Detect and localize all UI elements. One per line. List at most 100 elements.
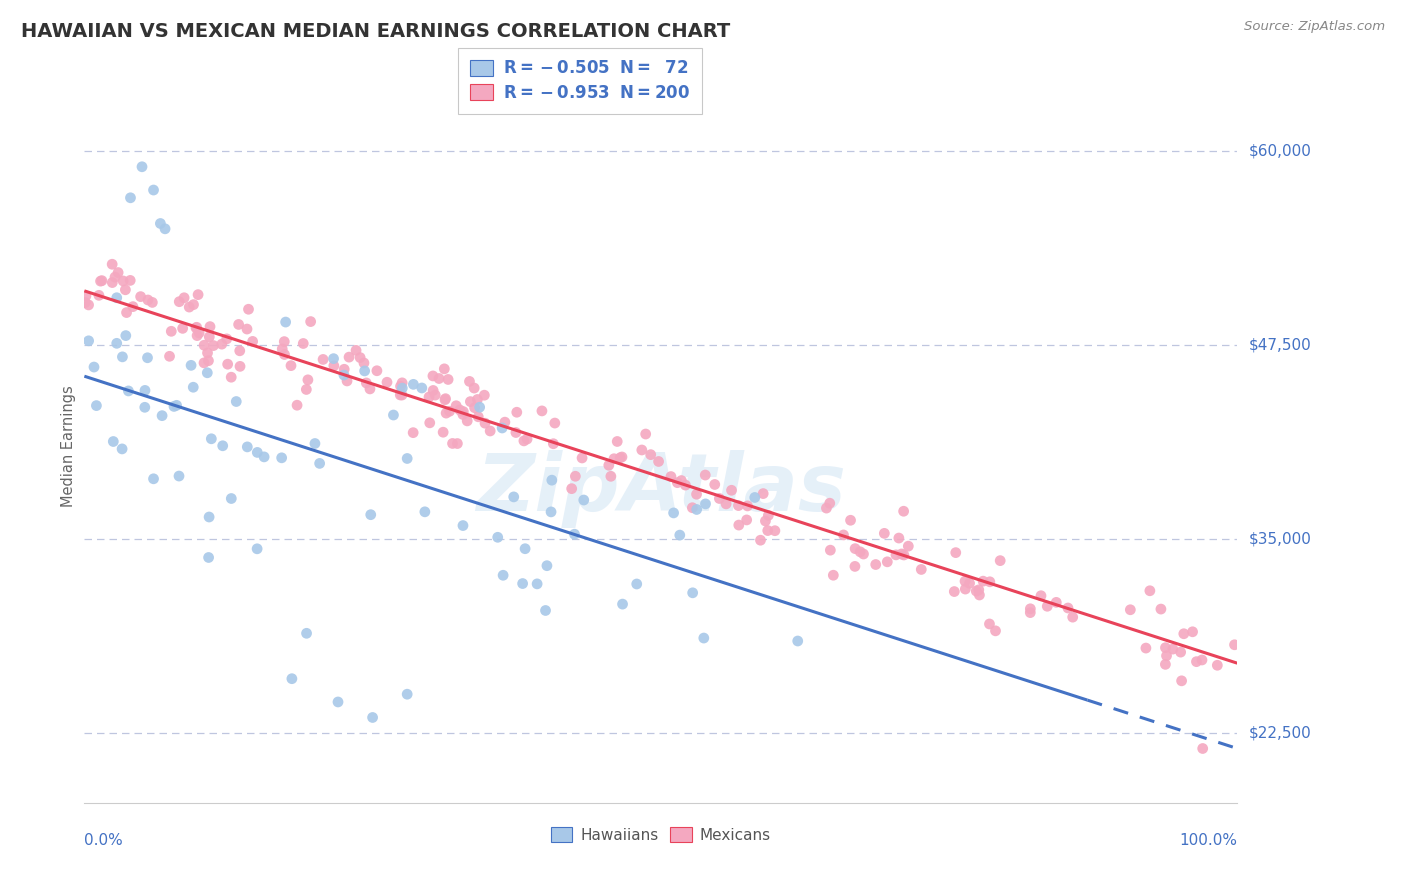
Point (101, 276, 124, 290)
Point (413, 505, 436, 519)
Text: 100.0%: 100.0% (1180, 833, 1237, 848)
Point (273, 347, 295, 361)
Text: 0.0%: 0.0% (84, 833, 124, 848)
Text: ZipAtlas: ZipAtlas (475, 450, 846, 528)
Point (472, 388, 495, 402)
Point (437, 372, 460, 386)
Point (107, 266, 129, 280)
Point (1150, 602, 1173, 616)
Point (571, 450, 593, 465)
Point (727, 499, 749, 513)
Point (134, 384, 156, 398)
Point (120, 191, 142, 205)
Point (1223, 638, 1246, 652)
Point (609, 450, 631, 465)
Point (735, 513, 758, 527)
Point (543, 436, 565, 450)
Point (844, 541, 866, 556)
Point (1045, 595, 1067, 609)
Point (737, 499, 759, 513)
Point (359, 382, 381, 396)
Point (337, 350, 360, 364)
Point (75, 295, 97, 310)
Point (693, 631, 716, 645)
Point (136, 351, 159, 365)
Point (336, 374, 359, 388)
Point (659, 469, 682, 483)
Point (516, 432, 538, 446)
Point (695, 468, 717, 483)
Point (505, 425, 527, 440)
Point (425, 388, 447, 402)
Point (160, 324, 183, 338)
Point (183, 298, 205, 312)
Legend: Hawaiians, Mexicans: Hawaiians, Mexicans (546, 821, 776, 848)
Point (599, 469, 621, 483)
Point (375, 376, 398, 390)
Point (163, 400, 186, 414)
Point (172, 321, 194, 335)
Point (752, 486, 775, 500)
Point (446, 436, 468, 450)
Point (668, 528, 690, 542)
Point (820, 543, 842, 558)
Point (763, 524, 786, 538)
Point (308, 457, 330, 471)
Point (187, 287, 209, 301)
Point (101, 257, 124, 271)
Point (572, 493, 595, 508)
Point (1019, 602, 1042, 616)
Point (142, 472, 165, 486)
Point (129, 290, 152, 304)
Point (193, 338, 215, 352)
Point (86, 399, 108, 413)
Point (103, 434, 125, 449)
Point (1191, 741, 1213, 756)
Point (197, 550, 219, 565)
Point (884, 548, 907, 562)
Point (159, 349, 181, 363)
Point (666, 475, 689, 490)
Point (464, 401, 486, 415)
Point (149, 217, 172, 231)
Point (887, 531, 910, 545)
Point (474, 416, 496, 430)
Point (333, 362, 356, 376)
Point (181, 380, 204, 394)
Point (215, 332, 238, 346)
Point (756, 524, 779, 538)
Point (114, 283, 136, 297)
Point (366, 364, 388, 378)
Point (953, 574, 976, 589)
Point (253, 450, 276, 464)
Point (167, 469, 190, 483)
Point (1173, 626, 1195, 640)
Point (1135, 641, 1157, 656)
Text: Source: ZipAtlas.com: Source: ZipAtlas.com (1244, 20, 1385, 33)
Point (468, 401, 491, 415)
Point (1036, 599, 1059, 614)
Point (1139, 583, 1161, 598)
Point (326, 695, 349, 709)
Point (105, 291, 128, 305)
Point (839, 513, 862, 527)
Point (682, 586, 704, 600)
Point (180, 359, 202, 373)
Point (513, 541, 536, 556)
Point (217, 357, 239, 371)
Point (136, 293, 159, 307)
Point (626, 577, 648, 591)
Point (467, 409, 489, 424)
Point (179, 300, 201, 314)
Point (242, 334, 264, 349)
Point (910, 562, 932, 576)
Point (322, 351, 344, 366)
Point (630, 442, 652, 457)
Point (114, 328, 136, 343)
Point (530, 404, 553, 418)
Point (744, 491, 766, 505)
Point (492, 568, 515, 582)
Point (610, 450, 633, 464)
Point (662, 506, 685, 520)
Point (427, 371, 450, 385)
